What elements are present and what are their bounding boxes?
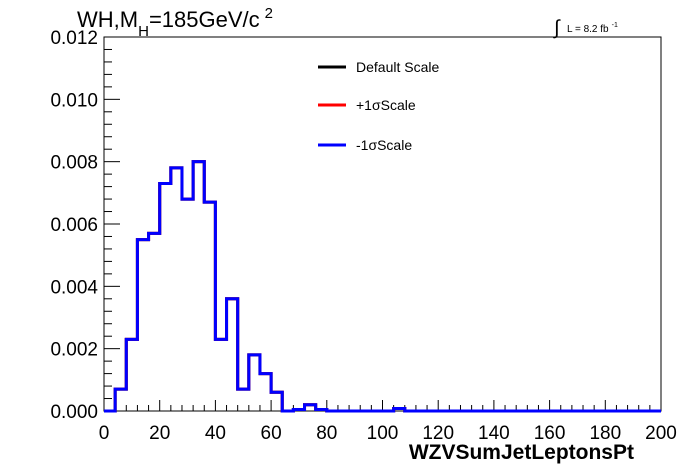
y-tick-label: 0.010: [50, 90, 98, 111]
legend-label: +1σScale: [356, 97, 416, 113]
x-tick-label: 200: [645, 423, 677, 444]
lumi-label: L = 8.2 fb -1: [567, 22, 618, 35]
x-tick-label: 40: [205, 423, 226, 444]
x-tick-label: 140: [478, 423, 510, 444]
lumi-integral-symbol: ∫: [553, 17, 561, 39]
title-subscript: H: [138, 23, 149, 40]
lumi-text: L = 8.2 fb: [567, 24, 609, 35]
plot-frame: [103, 36, 662, 412]
lumi-superscript: -1: [612, 22, 618, 29]
x-tick-label: 180: [589, 423, 621, 444]
y-tick-label: 0.012: [50, 28, 98, 49]
plot-title: WH,MH=185GeV/c 2: [77, 5, 273, 40]
legend-label: Default Scale: [356, 59, 439, 75]
legend-label: -1σScale: [356, 137, 412, 153]
title-rest: =185GeV/c: [149, 7, 260, 32]
legend: Default Scale +1σScale -1σScale: [318, 59, 439, 153]
y-tick-label: 0.002: [50, 340, 98, 361]
title-superscript: 2: [265, 5, 273, 22]
y-axis-tick-labels: 0.000 0.002 0.004 0.006 0.008 0.010 0.012: [50, 28, 98, 423]
x-tick-label: 80: [316, 423, 337, 444]
x-tick-label: 100: [367, 423, 399, 444]
series-line--1-scale: [104, 160, 661, 413]
axis-ticks: [103, 36, 662, 412]
x-axis-title: WZVSumJetLeptonsPt: [409, 441, 634, 464]
y-tick-label: 0.004: [50, 277, 98, 298]
series-lines: [104, 160, 661, 413]
x-tick-label: 160: [534, 423, 566, 444]
x-tick-label: 60: [261, 423, 282, 444]
x-axis-tick-labels: 0 20 40 60 80 100 120 140 160 180 200: [99, 423, 677, 444]
y-tick-label: 0.000: [50, 402, 98, 423]
x-tick-label: 0: [99, 423, 110, 444]
y-tick-label: 0.006: [50, 215, 98, 236]
x-tick-label: 120: [422, 423, 454, 444]
x-tick-label: 20: [149, 423, 170, 444]
y-tick-label: 0.008: [50, 153, 98, 174]
title-main: WH,M: [77, 7, 138, 32]
